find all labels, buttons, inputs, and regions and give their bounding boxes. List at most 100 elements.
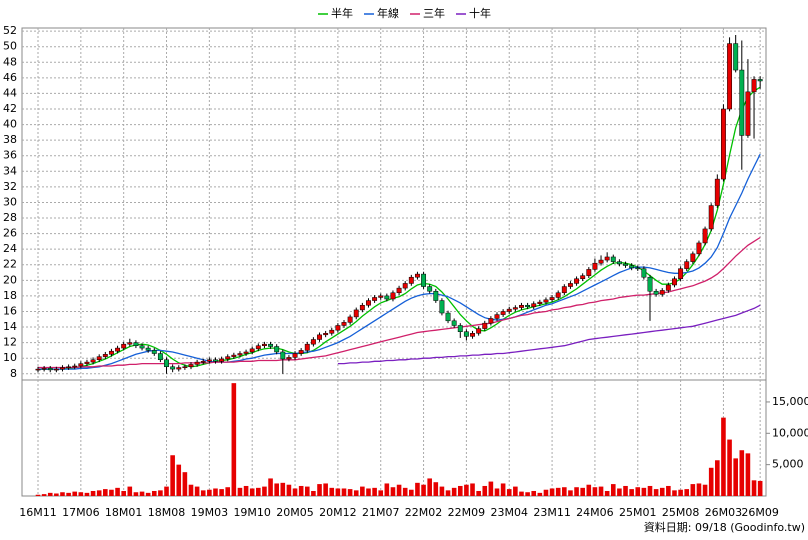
candle-body bbox=[745, 91, 751, 136]
y-tick-label: 40 bbox=[3, 118, 17, 131]
candle-body bbox=[665, 284, 671, 291]
x-tick-label: 25M01 bbox=[619, 506, 657, 519]
candle-body bbox=[219, 358, 225, 362]
candle-body bbox=[317, 334, 322, 340]
volume-bar bbox=[623, 485, 628, 496]
candle-body bbox=[586, 269, 592, 276]
x-tick-label: 22M02 bbox=[405, 506, 443, 519]
volume-bar bbox=[396, 484, 402, 496]
candle-body bbox=[335, 325, 341, 331]
candle-body bbox=[133, 342, 139, 346]
candle-body bbox=[304, 343, 310, 351]
y-tick-label: 34 bbox=[3, 164, 17, 177]
y-tick-label: 10 bbox=[3, 351, 17, 364]
candle-body bbox=[127, 342, 133, 345]
candle-body bbox=[543, 299, 549, 303]
volume-bar bbox=[678, 489, 683, 496]
volume-bar bbox=[402, 487, 408, 496]
candle-body bbox=[500, 311, 506, 315]
candle-body bbox=[696, 242, 702, 255]
volume-bar bbox=[592, 487, 598, 496]
candle-body bbox=[102, 354, 108, 357]
y-tick-label: 46 bbox=[3, 71, 17, 84]
volume-bar bbox=[519, 491, 524, 496]
y-tick-label: 44 bbox=[3, 86, 17, 99]
volume-bar bbox=[182, 472, 188, 496]
candle-body bbox=[261, 343, 267, 346]
candle-body bbox=[598, 259, 604, 264]
candle-body bbox=[623, 263, 628, 266]
legend-label: 半年 bbox=[331, 6, 353, 20]
volume-bar bbox=[647, 485, 653, 496]
candle-body bbox=[384, 295, 390, 300]
volume-bar bbox=[96, 490, 102, 496]
volume-bar bbox=[390, 487, 396, 496]
y-tick-label: 20 bbox=[3, 273, 17, 286]
candle-body bbox=[237, 353, 243, 356]
candle-body bbox=[427, 286, 433, 292]
x-tick-label: 24M06 bbox=[576, 506, 614, 519]
volume-bar bbox=[280, 482, 286, 496]
candle-body bbox=[414, 273, 420, 278]
y-tick-label: 48 bbox=[3, 55, 17, 68]
y-tick-label: 28 bbox=[3, 211, 17, 224]
volume-bar bbox=[78, 492, 84, 496]
volume-bar bbox=[574, 487, 579, 496]
moving-average-line bbox=[38, 153, 761, 370]
volume-bar bbox=[329, 487, 335, 496]
volume-bar bbox=[641, 487, 647, 496]
volume-bar bbox=[268, 478, 273, 496]
x-tick-label: 18M01 bbox=[105, 506, 143, 519]
candle-body bbox=[512, 307, 518, 310]
volume-bar bbox=[72, 491, 78, 496]
candle-body bbox=[561, 286, 567, 294]
volume-tick-label: 15,000 bbox=[772, 395, 808, 408]
volume-bar bbox=[151, 490, 157, 496]
x-tick-label: 20M12 bbox=[319, 506, 357, 519]
y-tick-label: 30 bbox=[3, 195, 17, 208]
candle-body bbox=[243, 351, 249, 354]
candle-body bbox=[439, 300, 445, 314]
volume-bar bbox=[488, 481, 494, 496]
volume-bar bbox=[715, 460, 720, 496]
x-tick-label: 26M09 bbox=[741, 506, 779, 519]
candle-body bbox=[90, 359, 96, 363]
volume-bar bbox=[415, 482, 420, 496]
volume-panel bbox=[21, 379, 767, 497]
volume-bar bbox=[537, 492, 543, 496]
candle-body bbox=[421, 273, 427, 287]
volume-bar bbox=[733, 458, 738, 496]
y-tick-label: 12 bbox=[3, 336, 17, 349]
volume-bar bbox=[433, 482, 439, 496]
volume-bar bbox=[684, 489, 690, 496]
volume-bar bbox=[543, 489, 549, 496]
candle-body bbox=[372, 297, 378, 301]
volume-bar bbox=[586, 484, 592, 496]
candle-body bbox=[298, 350, 304, 354]
volume-bar bbox=[194, 486, 200, 496]
candle-body bbox=[182, 366, 188, 369]
candle-body bbox=[525, 304, 531, 308]
volume-bar bbox=[580, 487, 585, 496]
legend-label: 年線 bbox=[377, 6, 399, 20]
x-tick-label: 25M08 bbox=[662, 506, 700, 519]
candle-body bbox=[659, 290, 665, 295]
volume-bar bbox=[629, 489, 634, 496]
candle-body bbox=[672, 278, 677, 286]
volume-bar bbox=[103, 489, 108, 496]
volume-bar bbox=[41, 494, 47, 496]
volume-bar bbox=[139, 491, 145, 496]
candle-body bbox=[47, 368, 53, 371]
volume-bar bbox=[35, 494, 41, 496]
candle-body bbox=[41, 368, 47, 370]
candle-body bbox=[151, 350, 157, 354]
volume-bar bbox=[158, 490, 163, 496]
candle-body bbox=[341, 322, 347, 326]
candle-body bbox=[610, 256, 616, 262]
volume-bar bbox=[84, 492, 90, 496]
volume-bar bbox=[54, 493, 59, 496]
y-tick-label: 32 bbox=[3, 180, 17, 193]
volume-bar bbox=[298, 485, 304, 496]
